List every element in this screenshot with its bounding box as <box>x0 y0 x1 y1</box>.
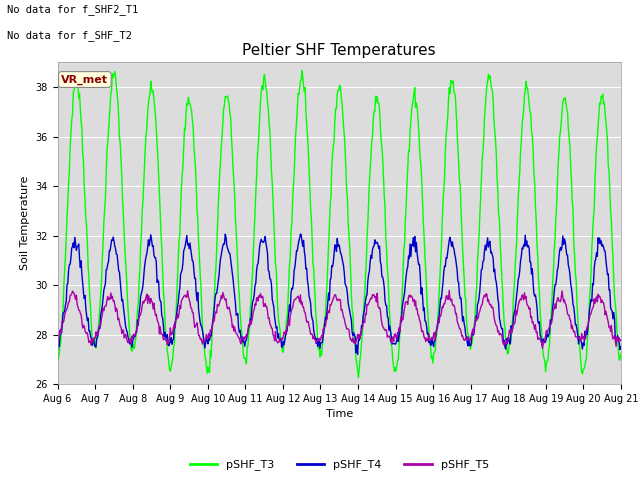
Title: Peltier SHF Temperatures: Peltier SHF Temperatures <box>243 44 436 59</box>
pSHF_T5 <box>209 322 216 327</box>
pSHF_T5 <box>408 293 415 299</box>
pSHF_T3 <box>426 334 433 339</box>
pSHF_T4 <box>296 231 304 237</box>
X-axis label: Time: Time <box>326 409 353 419</box>
pSHF_T3 <box>617 351 625 357</box>
Line: pSHF_T5: pSHF_T5 <box>58 290 621 348</box>
Text: No data for f_SHF2_T1: No data for f_SHF2_T1 <box>7 4 138 15</box>
pSHF_T5 <box>445 288 453 293</box>
pSHF_T4 <box>64 281 72 287</box>
pSHF_T3 <box>64 199 72 205</box>
pSHF_T4 <box>209 319 216 324</box>
pSHF_T4 <box>410 235 417 240</box>
pSHF_T5 <box>122 332 129 337</box>
Text: No data for f_SHF_T2: No data for f_SHF_T2 <box>7 30 132 41</box>
Line: pSHF_T3: pSHF_T3 <box>58 71 621 378</box>
pSHF_T5 <box>54 341 61 347</box>
pSHF_T5 <box>617 337 625 343</box>
pSHF_T4 <box>122 324 129 330</box>
pSHF_T5 <box>424 337 432 343</box>
pSHF_T3 <box>209 321 216 326</box>
pSHF_T5 <box>539 346 547 351</box>
Y-axis label: Soil Temperature: Soil Temperature <box>20 176 30 270</box>
pSHF_T5 <box>179 295 187 301</box>
pSHF_T3 <box>355 375 362 381</box>
pSHF_T4 <box>54 348 61 353</box>
pSHF_T3 <box>179 163 187 169</box>
Text: VR_met: VR_met <box>61 74 108 84</box>
pSHF_T4 <box>179 260 187 266</box>
pSHF_T4 <box>617 344 625 349</box>
pSHF_T4 <box>354 351 362 357</box>
pSHF_T3 <box>298 68 306 73</box>
pSHF_T5 <box>64 303 72 309</box>
Legend: pSHF_T3, pSHF_T4, pSHF_T5: pSHF_T3, pSHF_T4, pSHF_T5 <box>185 455 493 475</box>
Line: pSHF_T4: pSHF_T4 <box>58 234 621 354</box>
pSHF_T3 <box>54 350 61 356</box>
pSHF_T3 <box>122 260 129 266</box>
pSHF_T3 <box>410 96 417 102</box>
pSHF_T4 <box>426 338 433 344</box>
